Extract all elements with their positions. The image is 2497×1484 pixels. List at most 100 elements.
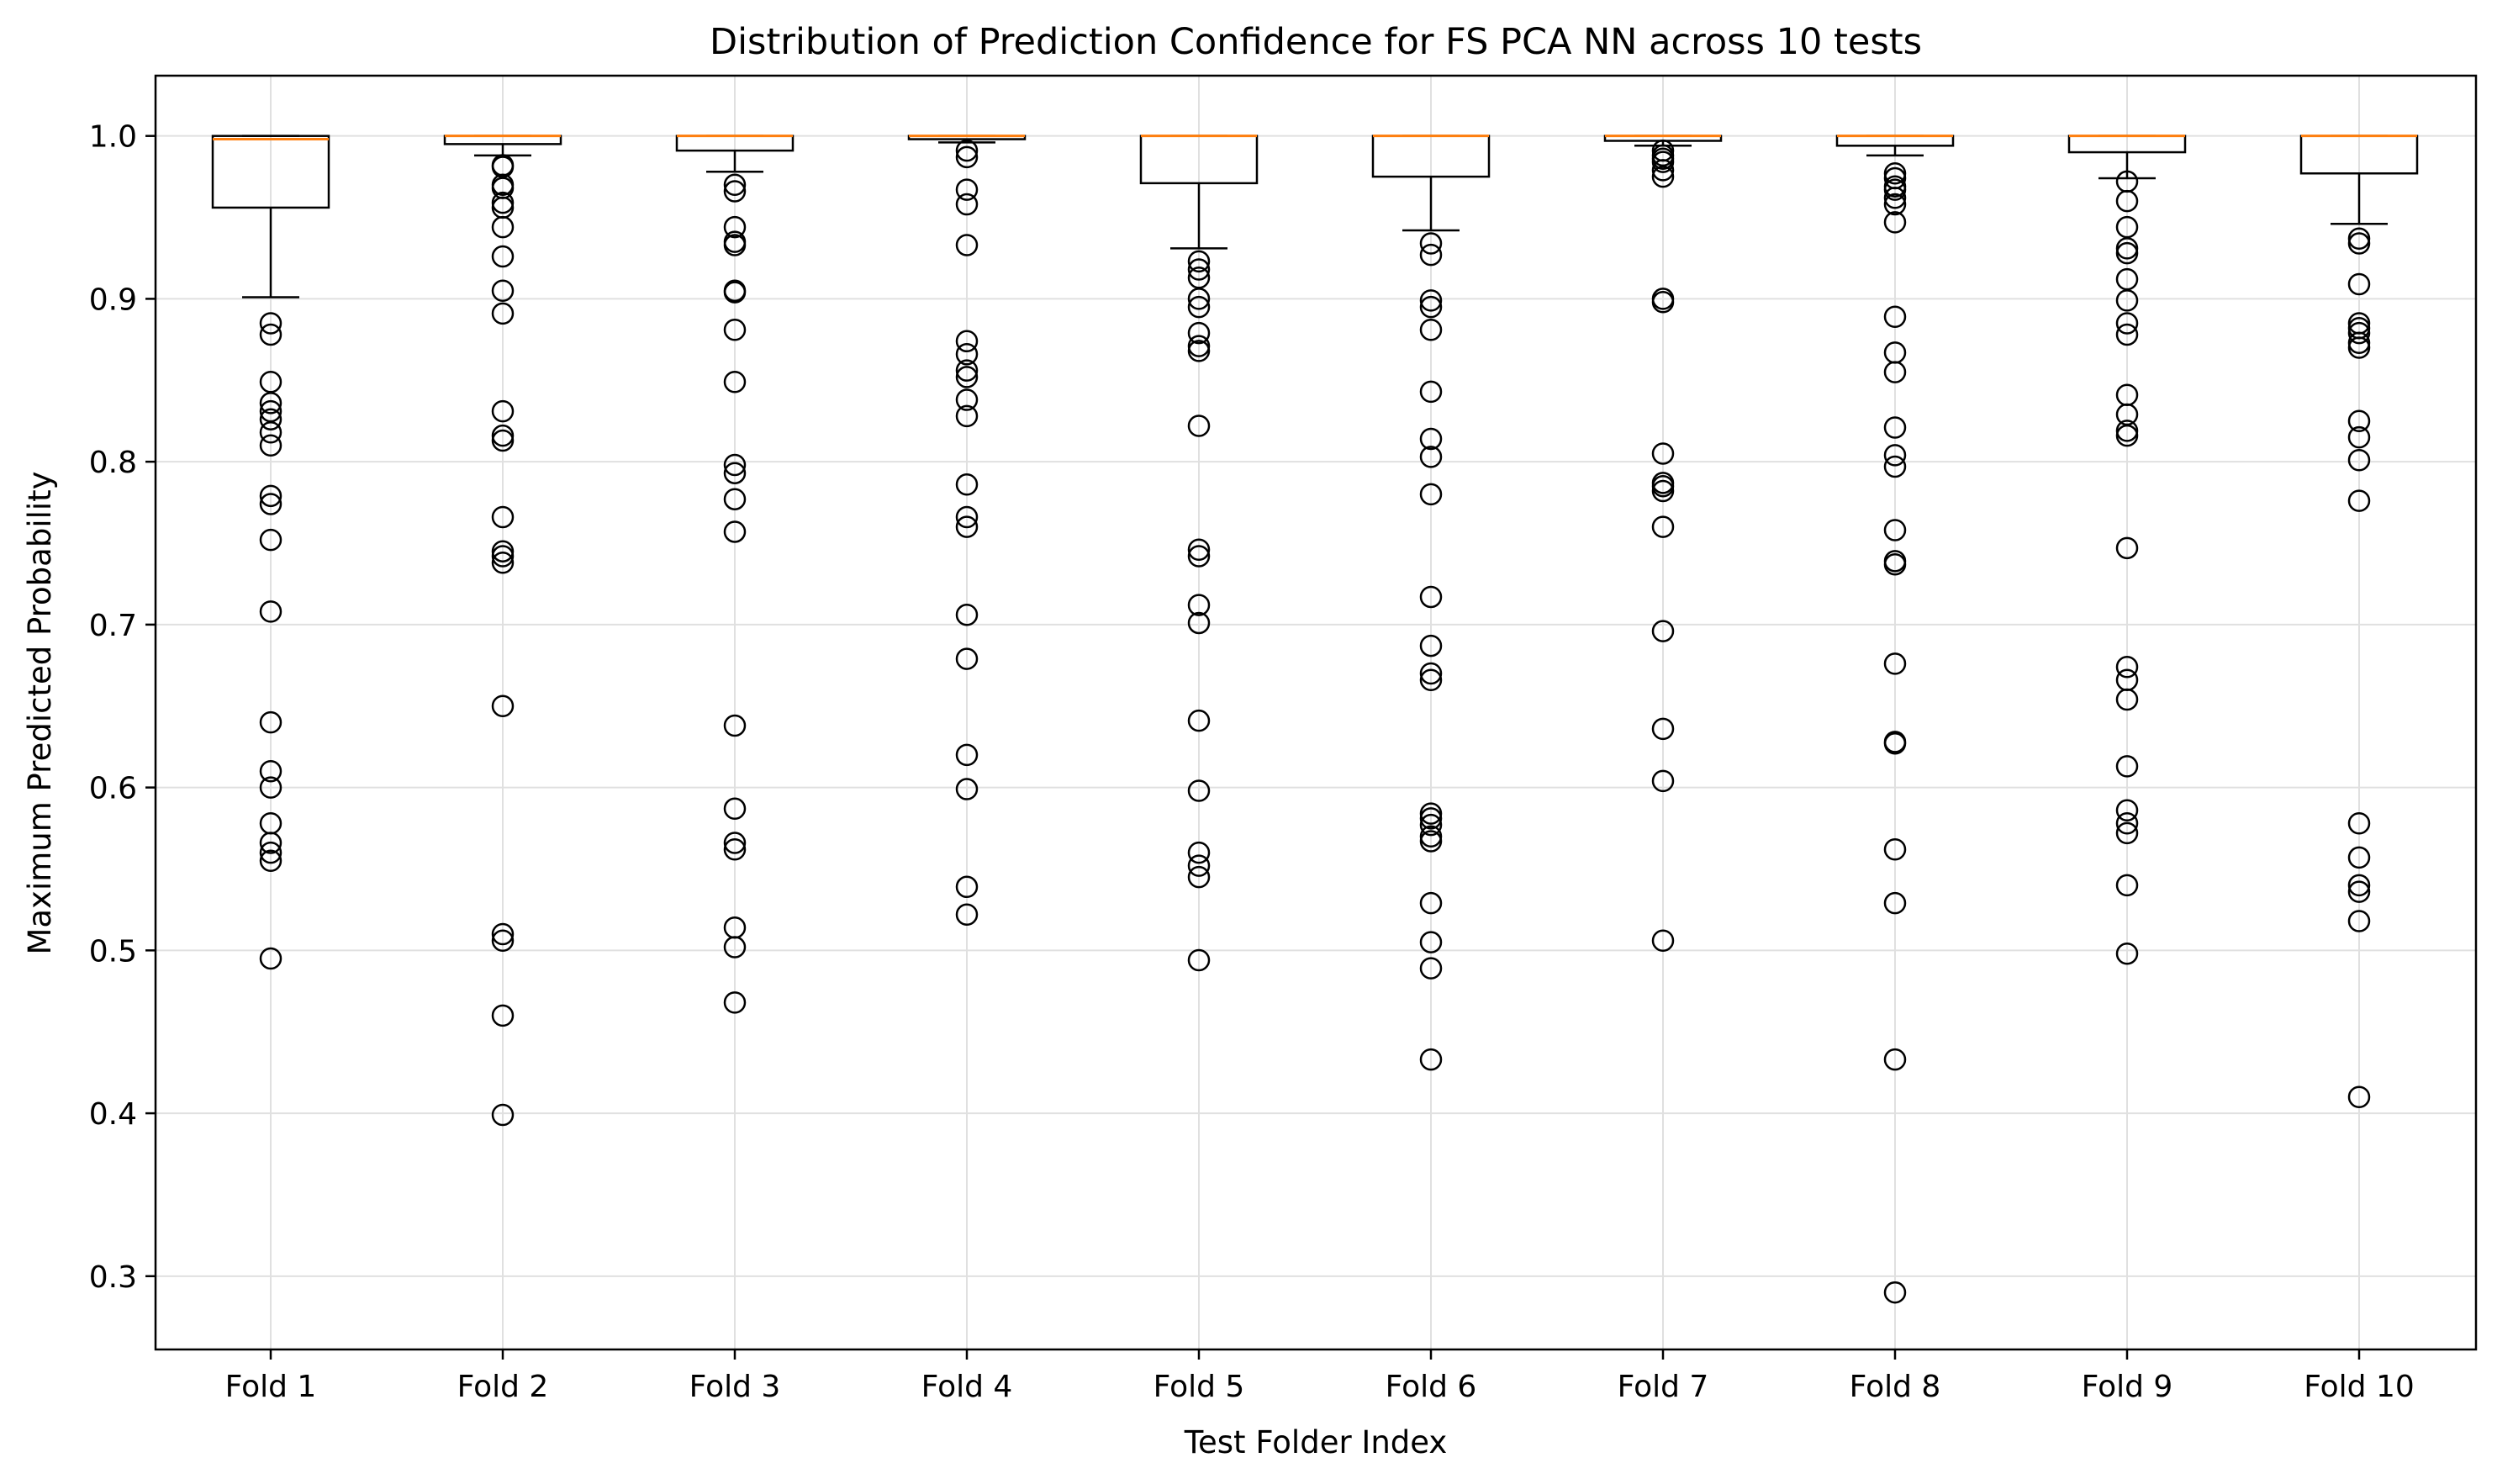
y-tick-label: 0.8 (89, 446, 137, 480)
outlier-point (2115, 241, 2139, 265)
x-tick-label: Fold 9 (2082, 1370, 2173, 1404)
box-group (907, 135, 1027, 926)
outlier-point (723, 453, 747, 477)
box-group (2299, 135, 2419, 1108)
outlier-point (1419, 380, 1443, 404)
outlier-point (1883, 161, 1907, 185)
outlier-point (2115, 323, 2139, 346)
outlier-point (259, 841, 282, 864)
outlier-point (2347, 489, 2371, 512)
outlier-point (2115, 536, 2139, 560)
x-tick-label: Fold 3 (689, 1370, 781, 1404)
outlier-point (1187, 709, 1211, 732)
outlier-point (259, 600, 282, 623)
grid-lines (156, 76, 2476, 1349)
box-group (1835, 135, 1955, 1304)
outlier-point (1419, 668, 1443, 692)
outlier-point (1419, 830, 1443, 853)
outlier-point (1883, 187, 1907, 209)
outlier-point (1187, 779, 1211, 802)
outlier-point (259, 947, 282, 970)
box-group (675, 135, 794, 1014)
outlier-point (955, 743, 979, 767)
outlier-point (259, 408, 282, 431)
outlier-point (955, 778, 979, 800)
outlier-point (955, 388, 979, 411)
outlier-point (1187, 288, 1211, 310)
outlier-point (2115, 289, 2139, 312)
outlier-point (1187, 340, 1211, 362)
outlier-point (491, 1004, 515, 1027)
outlier-point (259, 493, 282, 515)
outlier-point (1883, 837, 1907, 861)
outlier-point (955, 359, 979, 382)
outlier-point (2347, 811, 2371, 835)
outlier-point (1883, 519, 1907, 541)
y-tick-label: 0.7 (89, 609, 137, 643)
x-tick-label: Fold 1 (225, 1370, 317, 1404)
outlier-point (955, 139, 979, 162)
outlier-point (2347, 227, 2371, 250)
x-tick-label: Fold 7 (1618, 1370, 1709, 1404)
y-tick-label: 0.3 (89, 1260, 137, 1295)
outlier-point (1651, 165, 1675, 188)
outlier-point (1419, 585, 1443, 609)
outlier-point (2115, 656, 2139, 679)
outlier-point (491, 302, 515, 325)
outlier-point (2115, 189, 2139, 213)
outlier-point (2347, 846, 2371, 869)
outlier-point (723, 318, 747, 341)
outlier-point (1883, 552, 1907, 576)
outlier-point (1419, 427, 1443, 451)
outlier-point (955, 343, 979, 366)
box-group (211, 135, 330, 970)
outlier-point (955, 473, 979, 496)
outlier-point (1419, 825, 1443, 848)
outlier-point (2115, 424, 2139, 447)
outlier-point (1187, 948, 1211, 972)
outlier-point (723, 936, 747, 959)
outlier-point (1651, 474, 1675, 498)
y-tick-label: 0.4 (89, 1097, 137, 1132)
outlier-point (723, 837, 747, 861)
outlier-point (1883, 652, 1907, 675)
outlier-point (723, 370, 747, 393)
outlier-point (1883, 178, 1907, 201)
outlier-point (1419, 802, 1443, 825)
outlier-point (2347, 321, 2371, 345)
outlier-point (1883, 444, 1907, 467)
outlier-point (1883, 891, 1907, 915)
x-tick-label: Fold 2 (457, 1370, 549, 1404)
outlier-point (1419, 957, 1443, 980)
outlier-point (1419, 931, 1443, 953)
outlier-point (955, 505, 979, 529)
outlier-point (1883, 1281, 1907, 1304)
outlier-point (1651, 769, 1675, 793)
outlier-point (723, 180, 747, 203)
outlier-point (1187, 335, 1211, 357)
outlier-point (1419, 446, 1443, 468)
x-axis-label: Test Folder Index (1184, 1424, 1448, 1460)
y-axis-label: Maximum Predicted Probability (22, 471, 58, 954)
outlier-point (259, 528, 282, 552)
axis-ticks: 0.3 0.4 0.5 0.6 0.7 0.8 0.9 1.0 Fold 1 Fold 2 Fold… (89, 120, 2415, 1404)
outlier-point (1187, 854, 1211, 877)
outlier-point (2115, 688, 2139, 711)
outlier-point (955, 875, 979, 899)
x-tick-label: Fold 4 (921, 1370, 1013, 1404)
outlier-point (1419, 891, 1443, 915)
outlier-point (491, 505, 515, 529)
outlier-point (955, 330, 979, 353)
outlier-point (1419, 1048, 1443, 1071)
outlier-point (1883, 732, 1907, 755)
outlier-point (1419, 243, 1443, 267)
outlier-point (1883, 416, 1907, 439)
outlier-point (491, 922, 515, 946)
outlier-point (1883, 305, 1907, 328)
outlier-point (1187, 321, 1211, 345)
outlier-point (491, 694, 515, 718)
x-tick-label: Fold 6 (1386, 1370, 1477, 1404)
y-tick-label: 1.0 (89, 120, 137, 155)
outlier-point (2347, 336, 2371, 359)
